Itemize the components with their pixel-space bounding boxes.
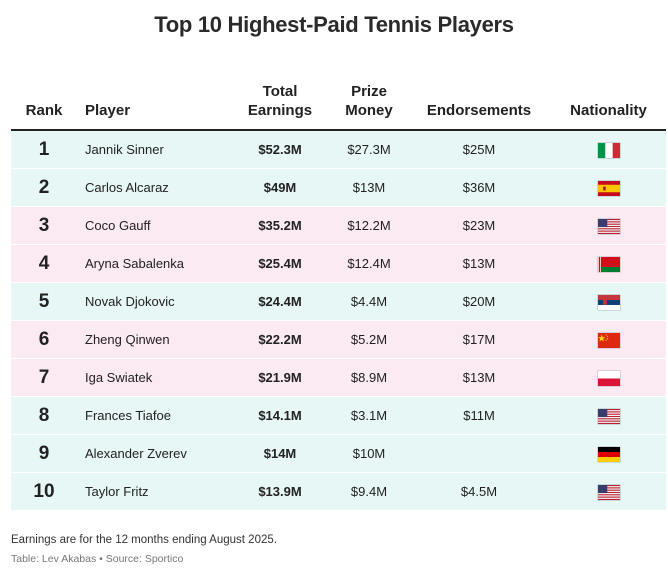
table-row: 1 Jannik Sinner $52.3M $27.3M $25M (11, 130, 666, 169)
total-earnings-cell: $49M (229, 168, 331, 207)
table-row: 5 Novak Djokovic $24.4M $4.4M $20M (11, 282, 666, 321)
total-earnings-cell: $35.2M (229, 206, 331, 245)
page-title: Top 10 Highest-Paid Tennis Players (154, 12, 514, 37)
header-rank: Rank (11, 82, 77, 131)
rank-cell: 6 (11, 320, 77, 359)
endorsements-cell: $36M (407, 168, 551, 207)
nationality-cell (551, 320, 666, 359)
china-flag-icon (597, 332, 620, 348)
usa-flag-icon (597, 218, 620, 234)
table-row: 8 Frances Tiafoe $14.1M $3.1M $11M (11, 396, 666, 435)
total-earnings-cell: $22.2M (229, 320, 331, 359)
rank-cell: 5 (11, 282, 77, 321)
rank-cell: 9 (11, 434, 77, 473)
nationality-cell (551, 206, 666, 245)
total-earnings-cell: $14.1M (229, 396, 331, 435)
nationality-cell (551, 434, 666, 473)
rank-cell: 3 (11, 206, 77, 245)
prize-money-cell: $12.4M (331, 244, 407, 283)
endorsements-cell: $25M (407, 130, 551, 169)
table-row: 3 Coco Gauff $35.2M $12.2M $23M (11, 206, 666, 245)
player-cell: Jannik Sinner (77, 130, 229, 169)
prize-money-cell: $5.2M (331, 320, 407, 359)
nationality-cell (551, 472, 666, 511)
nationality-cell (551, 282, 666, 321)
germany-flag-icon (597, 446, 620, 462)
nationality-cell (551, 244, 666, 283)
table-body: 1 Jannik Sinner $52.3M $27.3M $25M 2 Carlos Al… (11, 130, 666, 511)
spain-flag-icon (597, 180, 620, 196)
prize-money-cell: $8.9M (331, 358, 407, 397)
player-cell: Zheng Qinwen (77, 320, 229, 359)
player-cell: Coco Gauff (77, 206, 229, 245)
endorsements-cell: $23M (407, 206, 551, 245)
usa-flag-icon (597, 484, 620, 500)
player-cell: Aryna Sabalenka (77, 244, 229, 283)
endorsements-cell: $20M (407, 282, 551, 321)
header-prize-money: Prize Money (331, 82, 407, 131)
prize-money-cell: $12.2M (331, 206, 407, 245)
rank-cell: 1 (11, 130, 77, 169)
earnings-table: Rank Player Total Earnings Prize Money E… (11, 82, 666, 511)
usa-flag-icon (597, 408, 620, 424)
prize-money-cell: $27.3M (331, 130, 407, 169)
prize-money-cell: $9.4M (331, 472, 407, 511)
rank-cell: 7 (11, 358, 77, 397)
table-row: 7 Iga Swiatek $21.9M $8.9M $13M (11, 358, 666, 397)
player-cell: Novak Djokovic (77, 282, 229, 321)
total-earnings-cell: $24.4M (229, 282, 331, 321)
rank-cell: 2 (11, 168, 77, 207)
total-earnings-cell: $21.9M (229, 358, 331, 397)
total-earnings-cell: $14M (229, 434, 331, 473)
italy-flag-icon (597, 142, 620, 158)
prize-money-cell: $10M (331, 434, 407, 473)
serbia-flag-icon (597, 294, 620, 310)
nationality-cell (551, 358, 666, 397)
header-prize-line1: Prize (351, 83, 387, 100)
total-earnings-cell: $13.9M (229, 472, 331, 511)
table-row: 9 Alexander Zverev $14M $10M (11, 434, 666, 473)
header-player: Player (77, 82, 229, 131)
nationality-cell (551, 130, 666, 169)
endorsements-cell: $17M (407, 320, 551, 359)
header-total-line1: Total (262, 83, 298, 100)
prize-money-cell: $13M (331, 168, 407, 207)
footnote: Earnings are for the 12 months ending Au… (11, 534, 277, 546)
header-nationality: Nationality (551, 82, 666, 131)
prize-money-cell: $4.4M (331, 282, 407, 321)
belarus-flag-icon (597, 256, 620, 272)
player-cell: Taylor Fritz (77, 472, 229, 511)
table-row: 2 Carlos Alcaraz $49M $13M $36M (11, 168, 666, 207)
table-row: 4 Aryna Sabalenka $25.4M $12.4M $13M (11, 244, 666, 283)
endorsements-cell: $11M (407, 396, 551, 435)
source-credit: Table: Lev Akabas • Source: Sportico (11, 553, 184, 565)
endorsements-cell: $4.5M (407, 472, 551, 511)
prize-money-cell: $3.1M (331, 396, 407, 435)
header-prize-line2: Money (345, 102, 393, 119)
header-total-line2: Earnings (247, 102, 313, 119)
table-row: 6 Zheng Qinwen $22.2M $5.2M $17M (11, 320, 666, 359)
nationality-cell (551, 168, 666, 207)
total-earnings-cell: $25.4M (229, 244, 331, 283)
rank-cell: 4 (11, 244, 77, 283)
player-cell: Carlos Alcaraz (77, 168, 229, 207)
player-cell: Frances Tiafoe (77, 396, 229, 435)
endorsements-cell (407, 434, 551, 473)
nationality-cell (551, 396, 666, 435)
table-row: 10 Taylor Fritz $13.9M $9.4M $4.5M (11, 472, 666, 511)
player-cell: Iga Swiatek (77, 358, 229, 397)
player-cell: Alexander Zverev (77, 434, 229, 473)
rank-cell: 10 (11, 472, 77, 511)
header-total-earnings: Total Earnings (229, 82, 331, 131)
total-earnings-cell: $52.3M (229, 130, 331, 169)
table-header-row: Rank Player Total Earnings Prize Money E… (11, 82, 666, 131)
poland-flag-icon (597, 370, 620, 386)
rank-cell: 8 (11, 396, 77, 435)
endorsements-cell: $13M (407, 358, 551, 397)
endorsements-cell: $13M (407, 244, 551, 283)
header-endorsements: Endorsements (407, 82, 551, 131)
